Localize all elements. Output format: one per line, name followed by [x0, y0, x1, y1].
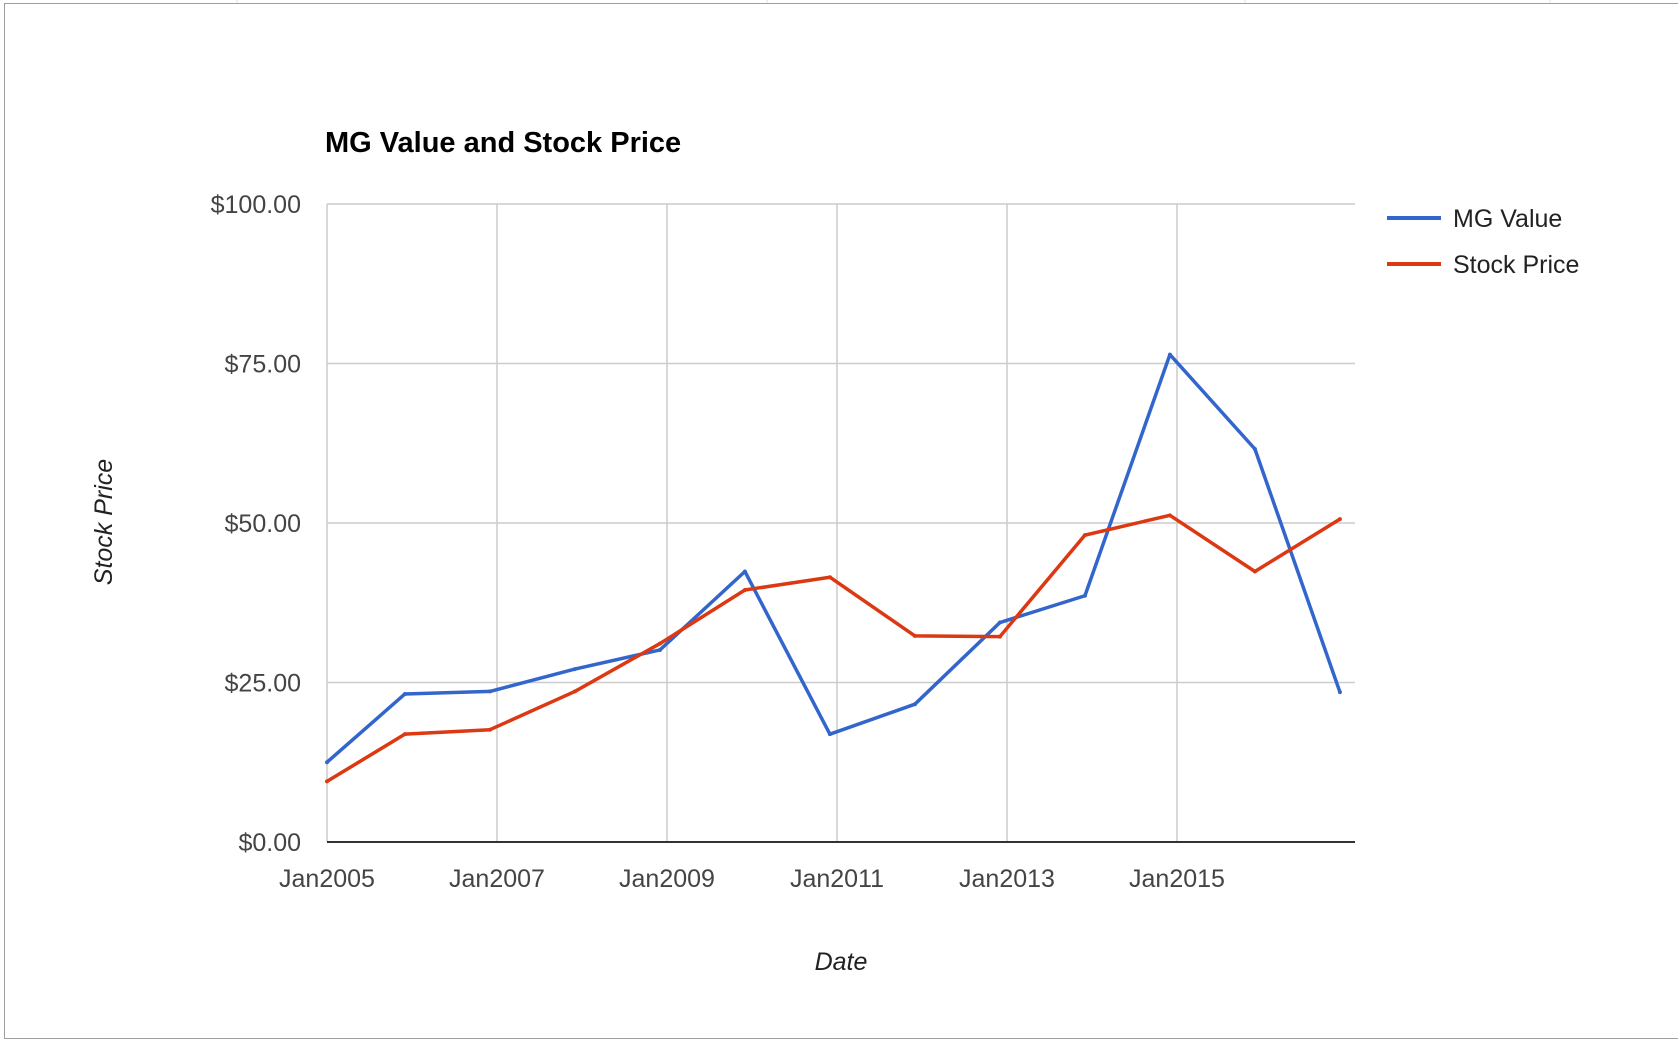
series-line-mg-value[interactable]	[325, 352, 1342, 764]
data-point[interactable]	[1252, 446, 1257, 451]
legend: MG Value Stock Price	[1387, 205, 1579, 279]
legend-label[interactable]: Stock Price	[1453, 251, 1579, 279]
data-point[interactable]	[997, 620, 1002, 625]
y-tick-label: $50.00	[225, 510, 301, 538]
y-axis-tick-labels: $0.00 $25.00 $50.00 $75.00 $100.00	[211, 191, 301, 857]
data-point[interactable]	[742, 569, 747, 574]
y-tick-label: $75.00	[225, 351, 301, 379]
line-chart: MG Value and Stock Price $0.00 $25.00 $50.…	[90, 127, 1579, 976]
x-tick-label: Jan2011	[790, 865, 884, 893]
data-point[interactable]	[912, 633, 917, 638]
data-point[interactable]	[572, 667, 577, 672]
data-point[interactable]	[1082, 533, 1087, 538]
chart-title: MG Value and Stock Price	[325, 127, 681, 159]
y-tick-label: $0.00	[238, 829, 301, 857]
x-axis-tick-labels: Jan2005 Jan2007 Jan2009 Jan2011 Jan2013 Jan20…	[279, 865, 1225, 893]
data-point[interactable]	[1252, 569, 1257, 574]
data-point[interactable]	[1167, 513, 1172, 518]
data-point[interactable]	[742, 587, 747, 592]
x-tick-label: Jan2013	[959, 865, 1055, 893]
data-point[interactable]	[325, 779, 329, 784]
data-point[interactable]	[325, 760, 329, 765]
data-point[interactable]	[1337, 690, 1342, 695]
data-point[interactable]	[1167, 352, 1172, 357]
y-axis-title: Stock Price	[90, 459, 118, 585]
data-point[interactable]	[572, 689, 577, 694]
x-axis-title: Date	[815, 948, 868, 976]
data-point[interactable]	[827, 575, 832, 580]
y-tick-label: $25.00	[225, 670, 301, 698]
chart-container[interactable]: MG Value and Stock Price $0.00 $25.00 $50.…	[4, 3, 1678, 1039]
data-point[interactable]	[402, 691, 407, 696]
grid-lines	[326, 203, 1355, 842]
data-point[interactable]	[997, 634, 1002, 639]
series-lines	[325, 352, 1342, 784]
data-point[interactable]	[827, 732, 832, 737]
y-tick-label: $100.00	[211, 191, 301, 219]
data-point[interactable]	[1082, 593, 1087, 598]
data-point[interactable]	[402, 732, 407, 737]
data-point[interactable]	[487, 727, 492, 732]
data-point[interactable]	[657, 647, 662, 652]
data-point[interactable]	[912, 702, 917, 707]
data-point[interactable]	[657, 641, 662, 646]
x-tick-label: Jan2015	[1129, 865, 1225, 893]
x-tick-label: Jan2005	[279, 865, 375, 893]
data-point[interactable]	[1337, 517, 1342, 522]
x-tick-label: Jan2007	[449, 865, 545, 893]
x-tick-label: Jan2009	[619, 865, 715, 893]
data-point[interactable]	[487, 689, 492, 694]
legend-label[interactable]: MG Value	[1453, 205, 1562, 233]
series-line-stock-price[interactable]	[326, 513, 1341, 783]
